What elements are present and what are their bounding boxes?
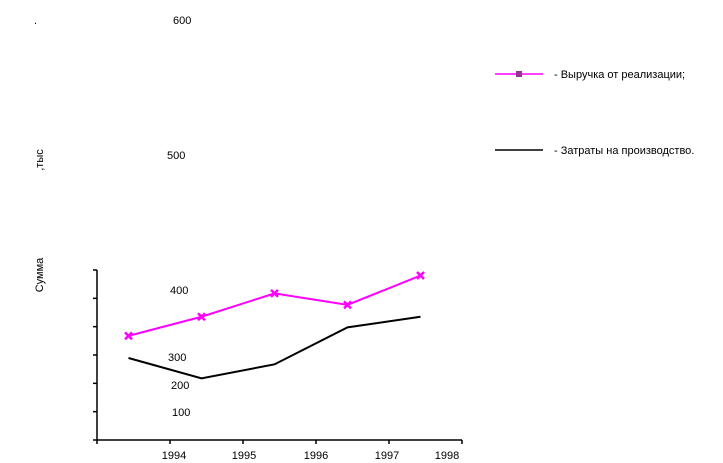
legend: - Выручка от реализации; - Затраты на пр… — [495, 69, 694, 157]
x-tick-label-1998: 1998 — [435, 450, 459, 462]
y-tick-label-400: 400 — [170, 285, 188, 297]
legend-revenue-swatch-marker — [516, 71, 522, 77]
y-tick-label-500: 500 — [167, 150, 185, 162]
y-tick-label-200: 200 — [171, 380, 189, 392]
series-revenue-point — [416, 271, 425, 280]
series-revenue-point — [124, 331, 133, 341]
legend-item-revenue: - Выручка от реализации; — [495, 69, 685, 81]
series-revenue-point — [343, 300, 352, 310]
y-tick-label-100: 100 — [172, 407, 190, 419]
y-axis-ticks — [93, 269, 97, 441]
y-tick-label-600: 600 — [173, 15, 191, 27]
series-revenue-point — [197, 312, 206, 322]
x-tick-label-1997: 1997 — [375, 450, 399, 462]
x-axis-ticks — [96, 440, 463, 444]
series-revenue-point — [270, 288, 279, 298]
series-costs-line — [128, 315, 421, 380]
x-tick-label-1996: 1996 — [304, 450, 328, 462]
y-axis-label-part-2: ,тыс — [34, 149, 46, 171]
stray-mark: . — [34, 15, 37, 27]
legend-costs-label: - Затраты на производство. — [554, 145, 694, 157]
y-axis-label-part-1: Сумма — [34, 257, 46, 292]
legend-revenue-label: - Выручка от реализации; — [554, 69, 685, 81]
y-tick-label-300: 300 — [168, 352, 186, 364]
x-tick-label-1994: 1994 — [162, 450, 186, 462]
series-revenue-points — [124, 271, 425, 341]
legend-item-costs: - Затраты на производство. — [495, 145, 694, 157]
x-tick-label-1995: 1995 — [232, 450, 256, 462]
